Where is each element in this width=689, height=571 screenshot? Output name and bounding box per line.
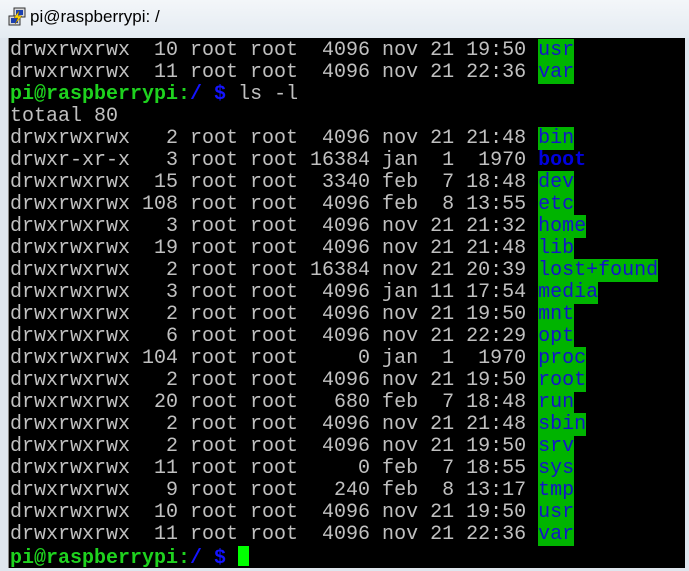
directory-name: dev [538, 171, 575, 194]
directory-name: lost+found [538, 259, 659, 282]
terminal-screen[interactable]: drwxrwxrwx 10 root root 4096 nov 21 19:5… [8, 38, 685, 568]
listing-row: drwxrwxrwx 11 root root 0 feb 7 18:55 sy… [10, 457, 685, 480]
listing-meta: drwxrwxrwx 2 root root 4096 nov 21 21:48 [10, 413, 539, 436]
prompt-path: / $ [190, 547, 227, 569]
directory-name: home [538, 215, 587, 238]
listing-row: drwxrwxrwx 2 root root 16384 nov 21 20:3… [10, 259, 685, 282]
total-line: totaal 80 [10, 105, 119, 128]
prompt-colon: : [178, 547, 191, 569]
listing-meta: drwxrwxrwx 2 root root 4096 nov 21 19:50 [10, 369, 539, 392]
directory-name: proc [538, 347, 587, 370]
listing-row: drwxrwxrwx 2 root root 4096 nov 21 19:50… [10, 303, 685, 326]
command-text: ls -l [226, 83, 299, 106]
listing-row: drwxrwxrwx 9 root root 240 feb 8 13:17 t… [10, 479, 685, 502]
listing-meta: drwxrwxrwx 10 root root 4096 nov 21 19:5… [10, 501, 539, 524]
listing-row: drwxrwxrwx 10 root root 4096 nov 21 19:5… [10, 39, 685, 62]
listing-meta: drwxrwxrwx 2 root root 4096 nov 21 19:50 [10, 435, 539, 458]
listing-meta: drwxrwxrwx 108 root root 4096 feb 8 13:5… [10, 193, 539, 216]
listing-row: drwxrwxrwx 15 root root 3340 feb 7 18:48… [10, 171, 685, 194]
prompt-line: pi@raspberrypi:/ $ [10, 546, 685, 568]
listing-row: drwxr-xr-x 3 root root 16384 jan 1 1970 … [10, 150, 685, 172]
listing-meta: drwxrwxrwx 3 root root 4096 jan 11 17:54 [10, 281, 539, 304]
putty-terminal-icon [8, 7, 26, 26]
directory-name: mnt [538, 303, 575, 326]
prompt-user: pi@raspberrypi [10, 83, 179, 106]
listing-meta: drwxrwxrwx 11 root root 4096 nov 21 22:3… [10, 523, 539, 546]
listing-row: drwxrwxrwx 2 root root 4096 nov 21 21:48… [10, 127, 685, 150]
directory-name: usr [538, 501, 575, 524]
directory-name: opt [538, 325, 575, 348]
window-titlebar: pi@raspberrypi: / [0, 0, 689, 38]
directory-name: var [538, 523, 575, 546]
directory-name: run [538, 391, 575, 414]
listing-row: drwxrwxrwx 3 root root 4096 jan 11 17:54… [10, 281, 685, 304]
listing-meta: drwxrwxrwx 6 root root 4096 nov 21 22:29 [10, 325, 539, 348]
prompt-user: pi@raspberrypi [10, 547, 179, 569]
directory-name: srv [538, 435, 575, 458]
listing-row: drwxrwxrwx 11 root root 4096 nov 21 22:3… [10, 523, 685, 546]
listing-meta: drwxrwxrwx 11 root root 4096 nov 21 22:3… [10, 61, 539, 84]
directory-name: var [538, 61, 575, 84]
listing-row: drwxrwxrwx 11 root root 4096 nov 21 22:3… [10, 61, 685, 84]
directory-name: usr [538, 39, 575, 62]
listing-row: drwxrwxrwx 6 root root 4096 nov 21 22:29… [10, 325, 685, 348]
directory-name: sbin [538, 413, 587, 436]
listing-row: drwxrwxrwx 2 root root 4096 nov 21 19:50… [10, 369, 685, 392]
listing-row: drwxrwxrwx 10 root root 4096 nov 21 19:5… [10, 501, 685, 524]
directory-name: media [538, 281, 599, 304]
listing-meta: drwxrwxrwx 20 root root 680 feb 7 18:48 [10, 391, 539, 414]
listing-row: drwxrwxrwx 3 root root 4096 nov 21 21:32… [10, 215, 685, 238]
prompt-colon: : [178, 83, 191, 106]
listing-row: drwxrwxrwx 2 root root 4096 nov 21 19:50… [10, 435, 685, 458]
window-title: pi@raspberrypi: / [30, 7, 160, 26]
listing-meta: drwxrwxrwx 2 root root 4096 nov 21 19:50 [10, 303, 539, 326]
directory-name: bin [538, 127, 575, 150]
directory-name: sys [538, 457, 575, 480]
listing-meta: drwxrwxrwx 104 root root 0 jan 1 1970 [10, 347, 539, 370]
directory-name: etc [538, 193, 575, 216]
directory-name: boot [538, 149, 587, 172]
listing-meta: drwxrwxrwx 2 root root 4096 nov 21 21:48 [10, 127, 539, 150]
prompt-line: pi@raspberrypi:/ $ ls -l [10, 84, 685, 106]
listing-meta: drwxrwxrwx 2 root root 16384 nov 21 20:3… [10, 259, 539, 282]
directory-name: root [538, 369, 587, 392]
listing-row: drwxrwxrwx 20 root root 680 feb 7 18:48 … [10, 391, 685, 414]
listing-meta: drwxr-xr-x 3 root root 16384 jan 1 1970 [10, 149, 539, 172]
listing-meta: drwxrwxrwx 15 root root 3340 feb 7 18:48 [10, 171, 539, 194]
cursor[interactable] [238, 546, 250, 566]
directory-name: tmp [538, 479, 575, 502]
listing-meta: drwxrwxrwx 11 root root 0 feb 7 18:55 [10, 457, 539, 480]
directory-name: lib [538, 237, 575, 260]
listing-meta: drwxrwxrwx 9 root root 240 feb 8 13:17 [10, 479, 539, 502]
prompt-path: / $ [190, 83, 227, 106]
listing-meta: drwxrwxrwx 3 root root 4096 nov 21 21:32 [10, 215, 539, 238]
listing-row: drwxrwxrwx 108 root root 4096 feb 8 13:5… [10, 193, 685, 216]
listing-row: drwxrwxrwx 104 root root 0 jan 1 1970 pr… [10, 347, 685, 370]
listing-row: drwxrwxrwx 2 root root 4096 nov 21 21:48… [10, 413, 685, 436]
terminal-output: drwxrwxrwx 10 root root 4096 nov 21 19:5… [9, 38, 685, 568]
listing-meta: drwxrwxrwx 19 root root 4096 nov 21 21:4… [10, 237, 539, 260]
listing-row: drwxrwxrwx 19 root root 4096 nov 21 21:4… [10, 237, 685, 260]
listing-meta: drwxrwxrwx 10 root root 4096 nov 21 19:5… [10, 39, 539, 62]
